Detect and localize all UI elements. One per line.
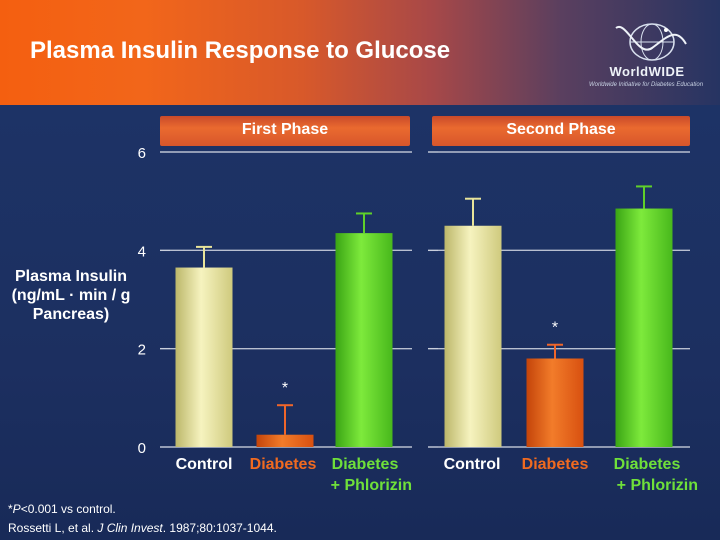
category-label: Diabetes + Phlorizin	[596, 454, 698, 496]
category-label-line: Diabetes	[249, 456, 317, 473]
y-tick-label: 2	[138, 342, 146, 359]
citation: Rossetti L, et al. J Clin Invest. 1987;8…	[8, 521, 277, 535]
y-tick-label: 6	[138, 145, 146, 162]
category-label: Diabetes	[243, 454, 323, 475]
y-tick-label: 4	[138, 243, 146, 260]
title-banner: Plasma Insulin Response to Glucose World…	[0, 0, 720, 105]
slide-title: Plasma Insulin Response to Glucose	[30, 37, 451, 64]
category-label-line: Diabetes	[331, 456, 399, 473]
y-tick-label: 0	[138, 440, 146, 457]
significance-marker: *	[552, 320, 558, 337]
category-label: Control	[437, 454, 507, 475]
footnote-marker: *	[8, 502, 13, 516]
panel-header-second-phase: Second Phase	[432, 116, 690, 146]
bar	[335, 233, 393, 447]
category-label-line: Control	[443, 456, 501, 473]
bar	[526, 358, 584, 447]
logo-tagline: Worldwide Initiative for Diabetes Educat…	[588, 82, 704, 88]
footnote-p: P	[12, 502, 21, 516]
footnote-text: <0.001 vs control.	[20, 502, 116, 516]
globe-icon	[615, 23, 687, 61]
bar	[444, 225, 502, 447]
logo-name: WorldWIDE	[609, 64, 685, 79]
y-axis-label-line: Plasma Insulin	[14, 268, 128, 285]
category-label-line: Diabetes	[613, 456, 681, 473]
category-label-line: Diabetes	[521, 456, 589, 473]
category-label-line: + Phlorizin	[616, 477, 698, 494]
category-label-line: Control	[175, 456, 233, 473]
bar	[615, 208, 673, 447]
citation-details: . 1987;80:1037-1044.	[162, 521, 277, 535]
y-axis-label-line: (ng/mL · min / g	[11, 287, 131, 304]
category-label: Control	[168, 454, 240, 475]
panel-header-first-phase: First Phase	[160, 116, 410, 146]
significance-footnote: *P<0.001 vs control.	[8, 502, 116, 516]
significance-marker: *	[282, 380, 288, 397]
y-axis-label: Plasma Insulin (ng/mL · min / g Pancreas)	[2, 267, 140, 324]
category-label: Diabetes	[514, 454, 596, 475]
citation-journal: J Clin Invest	[97, 521, 163, 535]
worldwide-logo: WorldWIDE Worldwide Initiative for Diabe…	[576, 18, 712, 98]
category-label: Diabetes + Phlorizin	[318, 454, 412, 496]
bar	[256, 434, 314, 447]
bar	[175, 267, 233, 447]
y-axis-label-line: Pancreas)	[32, 306, 110, 323]
category-label-line: + Phlorizin	[330, 477, 412, 494]
citation-authors: Rossetti L, et al.	[8, 521, 98, 535]
